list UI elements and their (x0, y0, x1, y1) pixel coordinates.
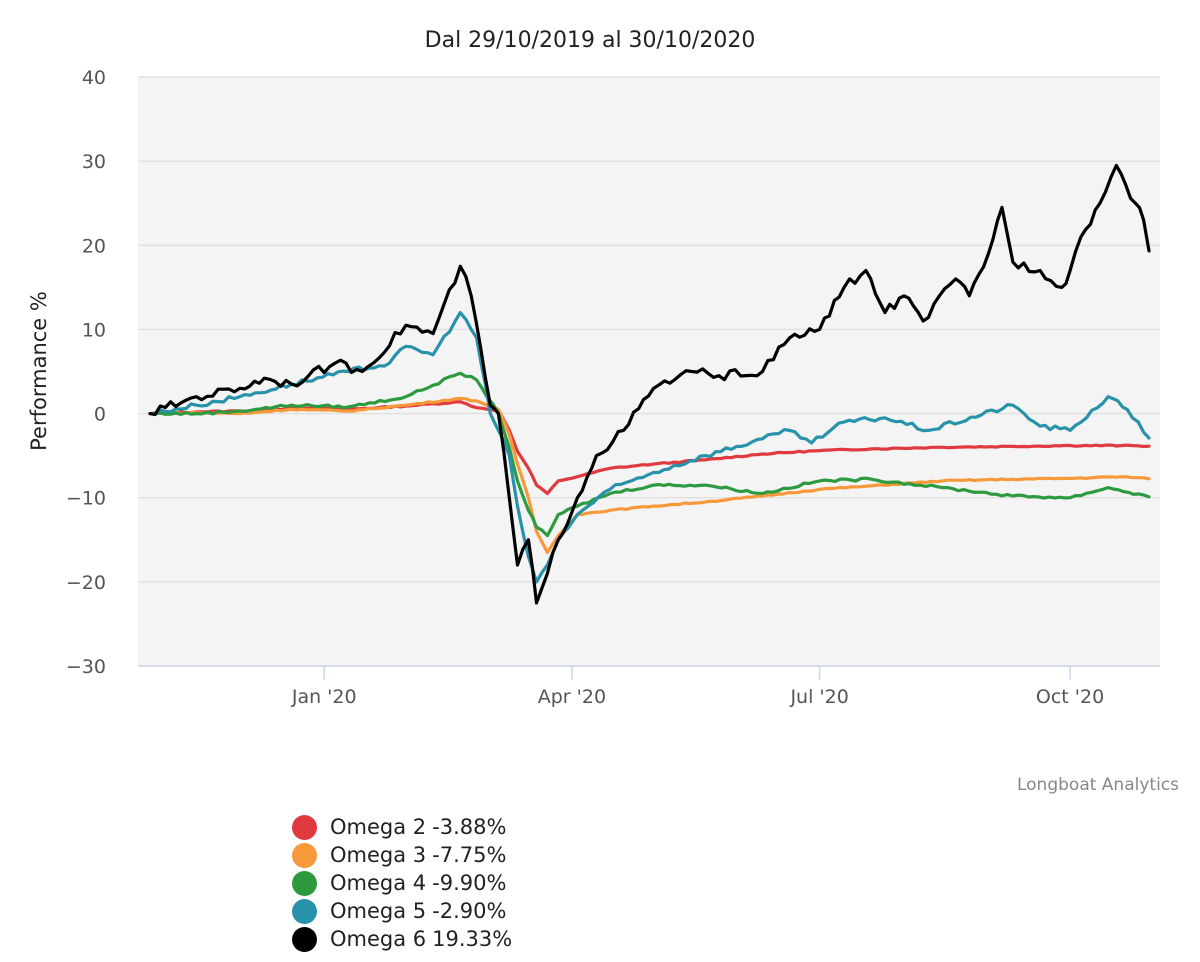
y-tick-label: −30 (66, 656, 106, 678)
legend-label: Omega 2 -3.88% (330, 815, 506, 839)
legend-item-omega-4[interactable]: Omega 4 -9.90% (292, 869, 512, 897)
legend-marker-icon (292, 898, 317, 924)
plot-background (138, 77, 1160, 666)
x-axis: Jan '20 Apr '20 Jul '20 Oct '20 (138, 665, 1160, 708)
y-tick-label: 20 (82, 235, 106, 257)
y-axis-ticks: 40 30 20 10 0 −10 −20 −30 (66, 67, 106, 678)
legend-series-performance: -3.88% (432, 815, 507, 839)
legend-item-omega-3[interactable]: Omega 3 -7.75% (292, 841, 512, 869)
legend-marker-icon (292, 870, 317, 896)
y-tick-label: 30 (82, 151, 106, 173)
series-line-omega-5[interactable] (148, 311, 1151, 584)
x-tick-label: Oct '20 (1036, 686, 1104, 708)
legend-marker-icon (292, 842, 317, 868)
legend-marker-icon (292, 926, 317, 952)
x-tick-label: Jan '20 (291, 686, 357, 708)
y-tick-label: −10 (66, 488, 106, 510)
legend-marker-icon (292, 814, 317, 840)
y-tick-label: 10 (82, 319, 106, 341)
legend-series-name: Omega 5 (330, 899, 427, 923)
chart-title: Dal 29/10/2019 al 30/10/2020 (425, 28, 756, 53)
legend-series-name: Omega 6 (330, 927, 427, 951)
y-axis-title: Performance % (27, 291, 51, 451)
legend-series-performance: 19.33% (432, 927, 513, 951)
legend-item-omega-5[interactable]: Omega 5 -2.90% (292, 897, 512, 925)
grid-lines (138, 76, 1160, 667)
legend-label: Omega 4 -9.90% (330, 871, 506, 895)
credits-label[interactable]: Longboat Analytics (1017, 775, 1179, 795)
legend-series-performance: -2.90% (432, 899, 507, 923)
legend-label: Omega 3 -7.75% (330, 843, 506, 867)
series-line-omega-4[interactable] (148, 371, 1151, 538)
legend-label: Omega 6 19.33% (330, 927, 512, 951)
legend-series-name: Omega 2 (330, 815, 427, 839)
legend-series-performance: -9.90% (432, 871, 507, 895)
legend-item-omega-6[interactable]: Omega 6 19.33% (292, 925, 512, 953)
x-tick-label: Jul '20 (789, 686, 848, 708)
series-line-omega-3[interactable] (148, 396, 1151, 554)
chart-legend: Omega 2 -3.88% Omega 3 -7.75% Omega 4 -9.90% O… (292, 813, 512, 953)
legend-label: Omega 5 -2.90% (330, 899, 506, 923)
legend-item-omega-2[interactable]: Omega 2 -3.88% (292, 813, 512, 841)
y-tick-label: 40 (82, 67, 106, 89)
x-tick-label: Apr '20 (538, 686, 606, 708)
series-lines[interactable] (148, 163, 1151, 605)
legend-series-performance: -7.75% (432, 843, 507, 867)
series-line-omega-6[interactable] (148, 163, 1151, 605)
legend-series-name: Omega 3 (330, 843, 427, 867)
legend-series-name: Omega 4 (330, 871, 427, 895)
y-tick-label: 0 (94, 404, 106, 426)
y-tick-label: −20 (66, 572, 106, 594)
